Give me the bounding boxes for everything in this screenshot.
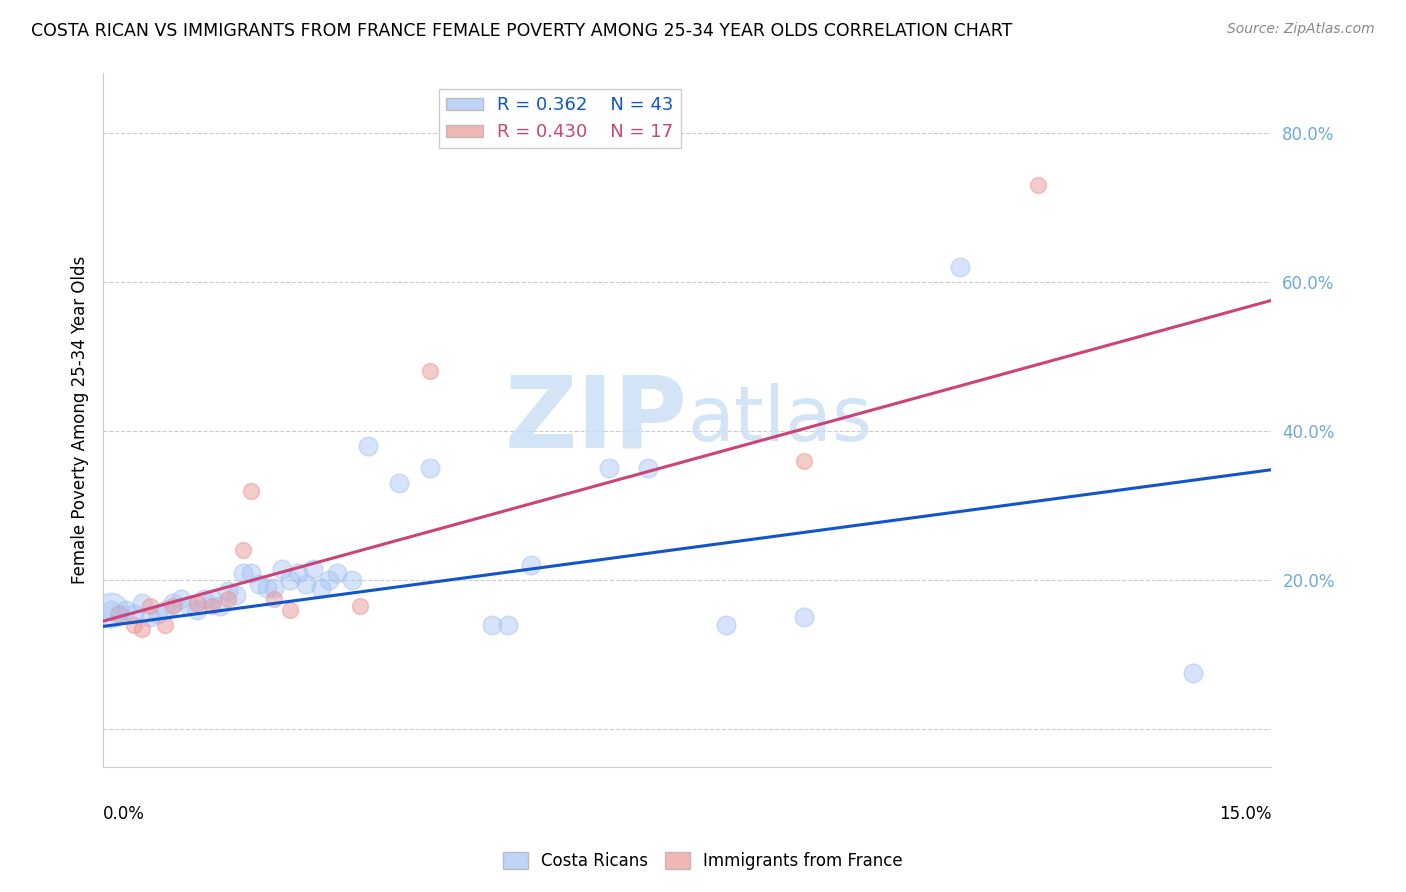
Point [224, 588, 246, 602]
Point [162, 595, 184, 609]
Point [419, 461, 441, 475]
Point [263, 591, 285, 606]
Point [155, 618, 177, 632]
Point [186, 603, 208, 617]
Point [481, 618, 503, 632]
Text: 0.0%: 0.0% [103, 805, 145, 823]
Point [302, 562, 325, 576]
Point [294, 577, 316, 591]
Point [124, 618, 146, 632]
Text: COSTA RICAN VS IMMIGRANTS FROM FRANCE FEMALE POVERTY AMONG 25-34 YEAR OLDS CORRE: COSTA RICAN VS IMMIGRANTS FROM FRANCE FE… [31, 22, 1012, 40]
Text: ZIP: ZIP [505, 371, 688, 468]
Point [193, 591, 215, 606]
Point [256, 581, 278, 595]
Point [263, 581, 285, 595]
Point [186, 595, 208, 609]
Point [139, 599, 162, 614]
Point [162, 599, 184, 614]
Point [419, 364, 441, 378]
Point [342, 573, 364, 587]
Point [349, 599, 371, 614]
Point [201, 599, 224, 614]
Point [318, 573, 340, 587]
Point [107, 607, 129, 621]
Point [793, 454, 815, 468]
Point [177, 599, 200, 614]
Point [139, 610, 162, 624]
Point [793, 610, 815, 624]
Point [100, 603, 122, 617]
Point [131, 622, 153, 636]
Point [278, 573, 301, 587]
Point [155, 603, 177, 617]
Text: 15.0%: 15.0% [1219, 805, 1271, 823]
Legend: R = 0.362    N = 43, R = 0.430    N = 17: R = 0.362 N = 43, R = 0.430 N = 17 [439, 89, 681, 148]
Legend: Costa Ricans, Immigrants from France: Costa Ricans, Immigrants from France [496, 845, 910, 877]
Point [107, 607, 129, 621]
Point [217, 591, 239, 606]
Point [240, 566, 263, 580]
Point [170, 591, 193, 606]
Point [714, 618, 737, 632]
Point [388, 476, 411, 491]
Text: Source: ZipAtlas.com: Source: ZipAtlas.com [1227, 22, 1375, 37]
Text: atlas: atlas [688, 383, 872, 457]
Point [287, 566, 309, 580]
Point [240, 483, 263, 498]
Point [309, 581, 332, 595]
Point [598, 461, 620, 475]
Point [100, 603, 122, 617]
Point [247, 577, 270, 591]
Point [124, 607, 146, 621]
Point [146, 607, 169, 621]
Point [278, 603, 301, 617]
Point [520, 558, 543, 573]
Point [115, 603, 138, 617]
Point [637, 461, 659, 475]
Point [232, 566, 254, 580]
Point [357, 439, 380, 453]
Point [1026, 178, 1049, 192]
Point [201, 591, 224, 606]
Point [1182, 666, 1205, 681]
Point [217, 584, 239, 599]
Point [131, 595, 153, 609]
Point [496, 618, 519, 632]
Y-axis label: Female Poverty Among 25-34 Year Olds: Female Poverty Among 25-34 Year Olds [72, 256, 89, 584]
Point [232, 543, 254, 558]
Point [271, 562, 294, 576]
Point [949, 260, 972, 274]
Point [208, 599, 231, 614]
Point [325, 566, 347, 580]
